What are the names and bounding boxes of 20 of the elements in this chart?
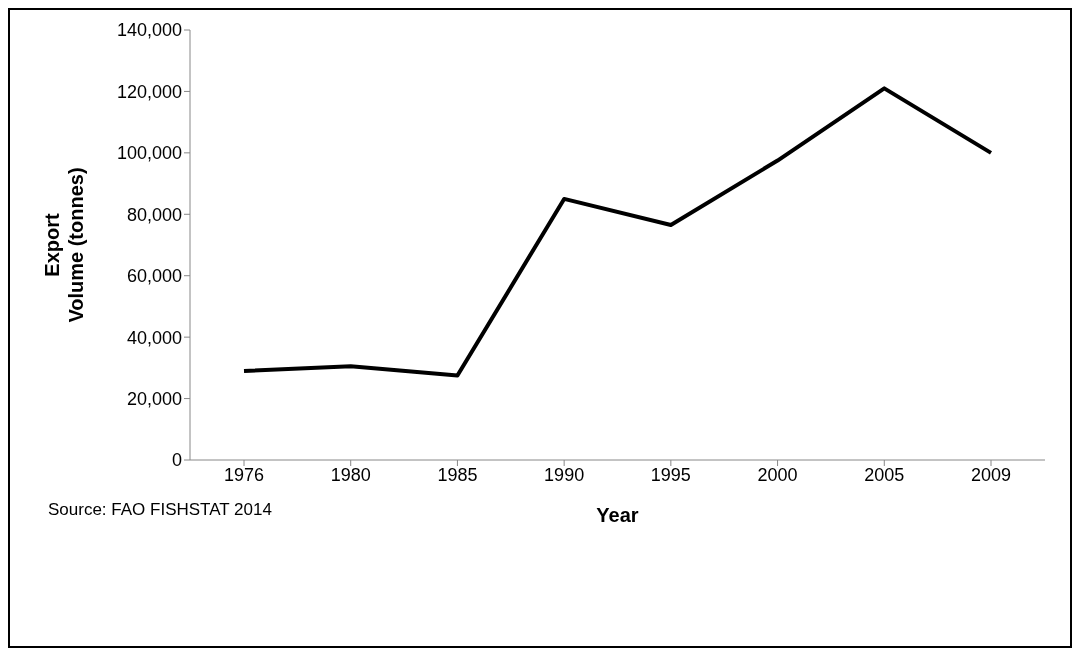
y-tick-label: 140,000 (116, 20, 182, 41)
source-note: Source: FAO FISHSTAT 2014 (48, 500, 272, 520)
y-tick-label: 40,000 (126, 327, 182, 348)
x-tick-label: 2009 (970, 464, 1012, 485)
y-tick-label: 60,000 (126, 266, 182, 287)
x-tick-label: 1976 (223, 464, 265, 485)
line-series (242, 86, 993, 378)
y-tick-label: 120,000 (116, 81, 182, 102)
x-tick-label: 2000 (757, 464, 798, 485)
y-tick-label: 80,000 (126, 204, 182, 225)
y-tick-label: 100,000 (116, 143, 182, 164)
y-tick-label: 0 (171, 450, 182, 471)
x-tick-label: 1990 (544, 464, 585, 485)
x-axis-title: Year (596, 504, 639, 526)
x-tick-label: 1985 (437, 464, 478, 485)
x-tick-label: 2005 (864, 464, 905, 485)
y-axis-title: Export Volume (tonnes) (41, 167, 87, 323)
y-tick-label: 20,000 (126, 388, 182, 409)
x-tick-label: 1995 (650, 464, 691, 485)
x-tick-label: 1980 (330, 464, 371, 485)
